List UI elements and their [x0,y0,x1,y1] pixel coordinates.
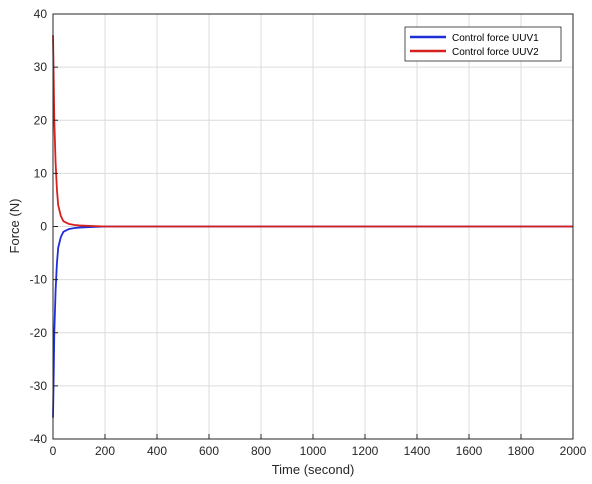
legend: Control force UUV1 Control force UUV2 [404,26,562,62]
y-tick-label: -30 [30,379,48,393]
legend-box [404,26,562,62]
series-line-uuv2 [52,35,573,228]
y-tick-label: 40 [34,7,48,21]
x-tick-label: 1200 [352,444,379,458]
y-axis-ticks: -40 -30 -20 -10 0 10 20 30 40 [30,7,58,446]
y-tick-label: 30 [34,60,48,74]
x-tick-label: 1000 [300,444,327,458]
y-tick-label: -20 [30,326,48,340]
series-group [52,35,573,418]
x-tick-label: 600 [199,444,219,458]
y-tick-label: -10 [30,273,48,287]
x-tick-label: 1400 [404,444,431,458]
x-axis-title: Time (second) [272,462,355,477]
y-axis-title: Force (N) [7,199,22,254]
x-axis-ticks: 0 200 400 600 800 1000 1200 1400 1600 1800 2000 [50,434,587,458]
x-tick-label: 200 [95,444,115,458]
y-tick-label: 10 [34,166,48,180]
x-tick-label: 0 [50,444,57,458]
x-tick-label: 2000 [560,444,587,458]
y-tick-label: -40 [30,432,48,446]
x-tick-label: 1800 [508,444,535,458]
legend-label-uuv1: Control force UUV1 [452,33,539,44]
legend-label-uuv2: Control force UUV2 [452,47,539,58]
y-tick-label: 0 [40,220,47,234]
y-tick-label: 20 [34,113,48,127]
x-tick-label: 1600 [456,444,483,458]
x-tick-label: 400 [147,444,167,458]
x-tick-label: 800 [251,444,271,458]
